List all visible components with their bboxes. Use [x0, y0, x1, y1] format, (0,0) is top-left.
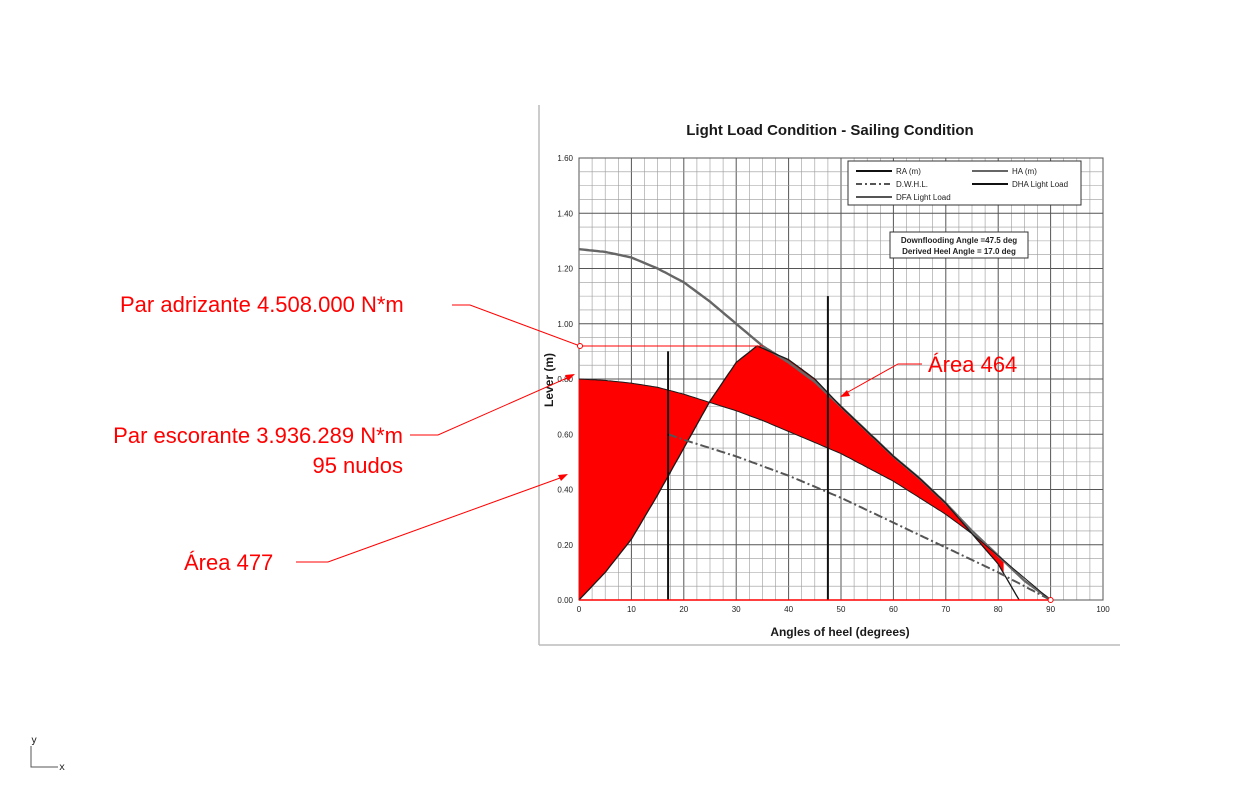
- angle-notes-box: [889, 231, 1029, 259]
- y-tick-label: 1.40: [557, 209, 573, 218]
- area-left-arrowhead: [558, 474, 568, 481]
- x-tick-label: 90: [1046, 605, 1055, 614]
- series-lines: [578, 248, 1054, 603]
- y-tick-label: 0.00: [557, 596, 573, 605]
- grid: [578, 157, 1104, 601]
- heeling-moment-label: Par escorante 3.936.289 N*m: [113, 423, 403, 448]
- series-dwhl-line: [667, 433, 1052, 601]
- series-heeling-lever-line: [578, 378, 1051, 601]
- y-tick-label: 1.00: [557, 320, 573, 329]
- area-left-label: Área 477: [184, 550, 273, 575]
- righting-marker: [577, 343, 583, 349]
- downflooding-angle-note: Downflooding Angle =47.5 deg: [901, 236, 1017, 245]
- y-tick-label: 0.60: [557, 430, 573, 439]
- legend-label-dfa: DFA Light Load: [896, 193, 951, 202]
- legend: RA (m) HA (m) D.W.H.L. DHA Light Load DF…: [847, 160, 1082, 206]
- y-tick-label: 0.80: [557, 375, 573, 384]
- axis-indicator: y x: [30, 735, 65, 773]
- y-tick-label: 1.20: [557, 265, 573, 274]
- area-left-leader-line: [296, 477, 561, 563]
- baseline-end-marker: [1047, 597, 1054, 603]
- y-tick-label: 1.60: [557, 154, 573, 163]
- tick-labels: 0 10 20 30 40 50 60 70 80 90 100 0.00 0.20 0.40 0.60 0.…: [557, 154, 1110, 614]
- legend-label-dwhl: D.W.H.L.: [896, 180, 928, 189]
- y-tick-label: 0.20: [557, 541, 573, 550]
- x-tick-label: 50: [837, 605, 846, 614]
- x-tick-label: 60: [889, 605, 898, 614]
- heeling-leader-line: [410, 377, 568, 436]
- righting-leader-line: [452, 304, 763, 347]
- axis-indicator-y: y: [31, 735, 37, 746]
- y-axis-label: Lever (m): [542, 353, 556, 407]
- area-right-label: Área 464: [928, 352, 1017, 377]
- axis-indicator-lines: [30, 746, 58, 768]
- series-ra-line: [578, 345, 1020, 601]
- x-tick-label: 20: [679, 605, 688, 614]
- legend-label-dha: DHA Light Load: [1012, 180, 1068, 189]
- annotations: Par adrizante 4.508.000 N*m Par escorant…: [113, 292, 1017, 575]
- heeling-speed-label: 95 nudos: [312, 453, 403, 478]
- area-right-leader-line: [847, 363, 922, 393]
- x-tick-label: 80: [994, 605, 1003, 614]
- angle-notes: Downflooding Angle =47.5 deg Derived Hee…: [889, 231, 1029, 259]
- x-tick-label: 30: [732, 605, 741, 614]
- x-tick-label: 100: [1096, 605, 1110, 614]
- series-ha-line: [578, 248, 1052, 601]
- x-tick-label: 0: [577, 605, 582, 614]
- axis-indicator-x: x: [59, 762, 65, 773]
- area-right-arrowhead: [840, 390, 850, 397]
- righting-moment-label: Par adrizante 4.508.000 N*m: [120, 292, 404, 317]
- x-axis-label: Angles of heel (degrees): [770, 625, 909, 639]
- heeling-arrowhead: [565, 374, 575, 381]
- x-tick-label: 10: [627, 605, 636, 614]
- legend-label-ra: RA (m): [896, 167, 921, 176]
- x-tick-label: 40: [784, 605, 793, 614]
- y-tick-label: 0.40: [557, 486, 573, 495]
- chart-title: Light Load Condition - Sailing Condition: [686, 122, 973, 139]
- legend-label-ha: HA (m): [1012, 167, 1037, 176]
- x-tick-label: 70: [941, 605, 950, 614]
- derived-heel-angle-note: Derived Heel Angle = 17.0 deg: [902, 247, 1016, 256]
